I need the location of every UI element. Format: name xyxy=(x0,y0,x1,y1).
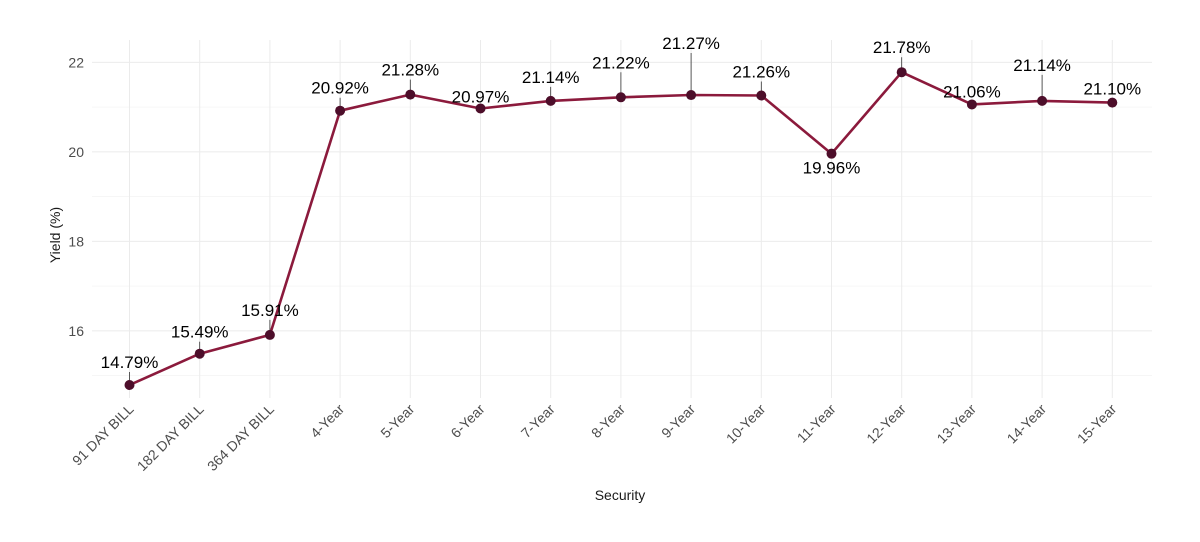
data-point xyxy=(335,105,346,116)
data-label: 21.27% xyxy=(662,34,720,53)
data-point xyxy=(475,103,486,114)
data-label: 15.49% xyxy=(171,323,229,342)
data-point xyxy=(896,67,907,78)
x-tick-label: 6-Year xyxy=(447,401,487,441)
x-tick-label: 7-Year xyxy=(518,401,558,441)
data-point xyxy=(1037,95,1048,106)
data-point xyxy=(124,380,135,391)
data-point xyxy=(686,90,697,101)
data-label: 15.91% xyxy=(241,301,299,320)
data-point xyxy=(615,92,626,103)
y-tick-label: 22 xyxy=(68,54,84,70)
data-point xyxy=(826,148,837,159)
data-label: 21.22% xyxy=(592,53,650,72)
y-tick-label: 18 xyxy=(68,233,84,249)
data-label: 19.96% xyxy=(803,159,861,178)
data-point xyxy=(966,99,977,110)
x-tick-label: 14-Year xyxy=(1004,401,1050,447)
x-tick-label: 10-Year xyxy=(723,401,769,447)
x-tick-label: 12-Year xyxy=(863,401,909,447)
x-tick-label: 9-Year xyxy=(658,401,698,441)
x-tick-label: 8-Year xyxy=(588,401,628,441)
x-tick-label: 182 DAY BILL xyxy=(134,401,207,474)
data-point xyxy=(1107,97,1118,108)
data-label: 20.92% xyxy=(311,79,369,98)
data-label: 21.14% xyxy=(1013,56,1071,75)
data-point xyxy=(194,348,205,359)
x-tick-label: 5-Year xyxy=(377,401,417,441)
data-labels: 14.79% 15.49% 15.91% 20.92% 21.28% 20.97% 21.1… xyxy=(101,34,1141,372)
y-tick-label: 20 xyxy=(68,144,84,160)
data-label: 21.78% xyxy=(873,38,931,57)
data-point xyxy=(264,329,275,340)
data-label: 21.06% xyxy=(943,82,1001,101)
data-points xyxy=(124,67,1118,391)
data-label: 20.97% xyxy=(452,87,510,106)
data-label: 21.26% xyxy=(732,62,790,81)
data-label: 21.28% xyxy=(381,61,439,80)
x-axis-title: Security xyxy=(595,487,646,503)
x-tick-label: 13-Year xyxy=(933,401,979,447)
data-point xyxy=(545,95,556,106)
x-tick-label: 91 DAY BILL xyxy=(69,401,137,469)
y-axis-title: Yield (%) xyxy=(47,207,63,263)
x-tick-label: 15-Year xyxy=(1074,401,1120,447)
x-tick-label: 4-Year xyxy=(307,401,347,441)
data-label: 21.14% xyxy=(522,68,580,87)
y-tick-label: 16 xyxy=(68,323,84,339)
data-point xyxy=(756,90,767,101)
x-tick-label: 364 DAY BILL xyxy=(204,401,277,474)
data-point xyxy=(405,89,416,100)
x-tick-label: 11-Year xyxy=(794,401,839,446)
data-label: 21.10% xyxy=(1083,80,1141,99)
y-axis-ticks: 16 18 20 22 xyxy=(68,54,84,339)
data-label: 14.79% xyxy=(101,353,159,372)
